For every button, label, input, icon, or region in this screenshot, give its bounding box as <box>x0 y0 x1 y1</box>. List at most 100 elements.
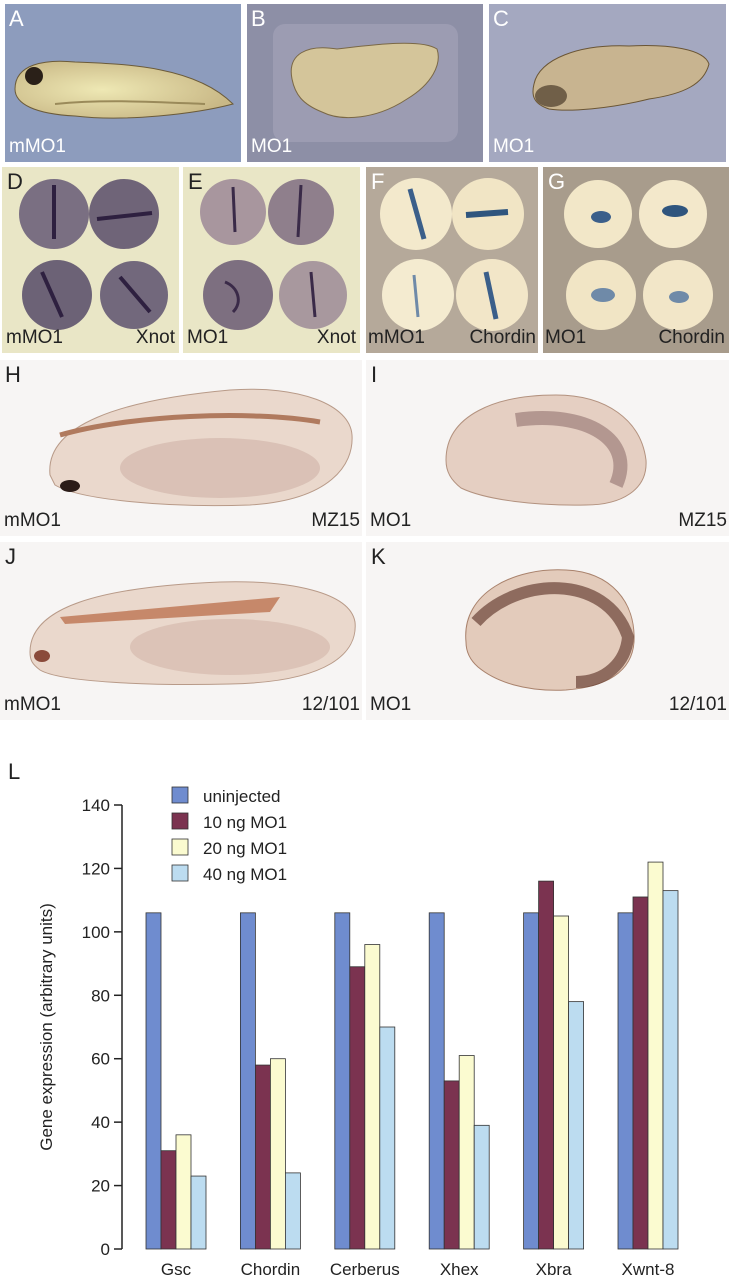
x-tick-label: Xbra <box>536 1260 572 1279</box>
bar-cerberus-0 <box>334 912 351 1250</box>
caption-i-left: MO1 <box>370 510 412 531</box>
bar-xbra-1 <box>538 880 554 1250</box>
bar-chart: 0 20 40 60 80 100 120 140 Gene expression (arbit… <box>37 786 679 1279</box>
panel-i: I MO1 MZ15 <box>366 360 729 536</box>
panel-a: A mMO1 <box>5 4 241 162</box>
y-tick-label: 0 <box>101 1240 110 1259</box>
bar-gsc-0 <box>145 912 162 1250</box>
panel-letter-a: A <box>9 6 24 31</box>
legend-swatch <box>171 864 189 882</box>
embryo-image-a <box>14 60 234 119</box>
y-tick-label: 140 <box>82 796 110 815</box>
bar-xwnt-8-2 <box>647 861 664 1250</box>
caption-f-left: mMO1 <box>368 327 425 348</box>
y-axis-label: Gene expression (arbitrary units) <box>37 903 56 1151</box>
x-tick-label: Xhex <box>440 1260 479 1279</box>
bar-gsc-3 <box>190 1175 207 1250</box>
caption-k-left: MO1 <box>370 694 412 715</box>
embryo-image-f <box>380 178 528 331</box>
caption-f-right: Chordin <box>469 327 536 348</box>
bar-xhex-3 <box>473 1124 490 1250</box>
legend-swatch <box>171 786 189 804</box>
panel-j: J mMO1 12/101 <box>0 542 362 720</box>
legend-label: 10 ng MO1 <box>203 813 287 832</box>
embryo-image-e <box>200 179 347 330</box>
bar-chordin-3 <box>284 1172 301 1250</box>
caption-k-right: 12/101 <box>668 694 727 715</box>
caption-h-left: mMO1 <box>4 510 61 531</box>
x-tick-label: Chordin <box>241 1260 301 1279</box>
legend-swatch <box>171 812 189 830</box>
panel-d: D mMO1 Xnot <box>2 167 179 353</box>
bar-cerberus-2 <box>364 944 381 1250</box>
y-tick-label: 40 <box>91 1113 110 1132</box>
bar-xhex-1 <box>443 1080 460 1250</box>
embryo-image-g <box>564 180 713 330</box>
panel-c: C MO1 <box>489 4 726 162</box>
panel-k: K MO1 12/101 <box>366 542 729 720</box>
bar-chordin-0 <box>239 912 256 1250</box>
caption-g-left: MO1 <box>545 327 587 348</box>
caption-h-right: MZ15 <box>311 510 360 531</box>
embryo-image-c <box>532 45 710 111</box>
legend-label: uninjected <box>203 787 281 806</box>
bar-xwnt-8-0 <box>617 912 634 1250</box>
caption-b: MO1 <box>251 136 293 157</box>
embryo-image-i <box>445 394 647 506</box>
caption-g-right: Chordin <box>658 327 725 348</box>
panel-letter-f: F <box>371 169 385 194</box>
bar-cerberus-3 <box>379 1026 396 1250</box>
bar-xhex-2 <box>458 1055 475 1250</box>
x-tick-label: Gsc <box>161 1260 192 1279</box>
caption-e-right: Xnot <box>316 327 356 348</box>
panel-e: E MO1 Xnot <box>183 167 360 353</box>
bar-gsc-1 <box>160 1150 177 1250</box>
panel-letter-l: L <box>8 759 21 784</box>
legend-swatch <box>171 838 189 856</box>
bar-xbra-0 <box>523 912 539 1250</box>
y-tick-label: 80 <box>91 986 110 1005</box>
panel-letter-j: J <box>5 544 16 569</box>
embryo-image-k <box>465 569 635 691</box>
y-tick-label: 120 <box>82 859 110 878</box>
caption-j-right: 12/101 <box>301 694 360 715</box>
panel-letter-e: E <box>188 169 203 194</box>
panel-letter-i: I <box>371 362 378 387</box>
bar-xhex-0 <box>428 912 445 1250</box>
panel-l: L 0 20 40 60 80 100 120 140 Gene expression (arb… <box>0 755 731 1280</box>
bar-chordin-1 <box>254 1064 271 1250</box>
panel-h: H mMO1 MZ15 <box>0 360 362 536</box>
y-tick-label: 60 <box>91 1050 110 1069</box>
bar-chordin-2 <box>269 1058 286 1250</box>
panel-letter-d: D <box>7 169 23 194</box>
bar-gsc-2 <box>175 1134 192 1250</box>
embryo-image-h <box>49 388 353 507</box>
x-tick-label: Xwnt-8 <box>622 1260 675 1279</box>
embryo-image-b <box>273 24 458 142</box>
panel-letter-k: K <box>371 544 386 569</box>
bar-xbra-3 <box>568 1001 584 1250</box>
caption-d-right: Xnot <box>135 327 175 348</box>
legend-label: 20 ng MO1 <box>203 839 287 858</box>
y-tick-label: 20 <box>91 1177 110 1196</box>
embryo-image-j <box>29 581 356 685</box>
panel-letter-g: G <box>548 169 566 194</box>
legend-label: 40 ng MO1 <box>203 865 287 884</box>
panel-letter-c: C <box>493 6 509 31</box>
panel-b: B MO1 <box>247 4 483 162</box>
caption-c: MO1 <box>493 136 535 157</box>
caption-j-left: mMO1 <box>4 694 61 715</box>
bar-cerberus-1 <box>349 966 366 1250</box>
x-tick-label: Cerberus <box>330 1260 400 1279</box>
bar-xwnt-8-1 <box>632 896 649 1250</box>
caption-a: mMO1 <box>9 136 66 157</box>
caption-d-left: mMO1 <box>6 327 63 348</box>
bar-xwnt-8-3 <box>662 890 679 1250</box>
panel-letter-b: B <box>251 6 266 31</box>
panel-letter-h: H <box>5 362 21 387</box>
y-tick-label: 100 <box>82 923 110 942</box>
panel-f: F mMO1 Chordin <box>366 167 538 353</box>
caption-i-right: MZ15 <box>678 510 727 531</box>
embryo-image-d <box>19 179 168 330</box>
bar-xbra-2 <box>553 915 569 1250</box>
